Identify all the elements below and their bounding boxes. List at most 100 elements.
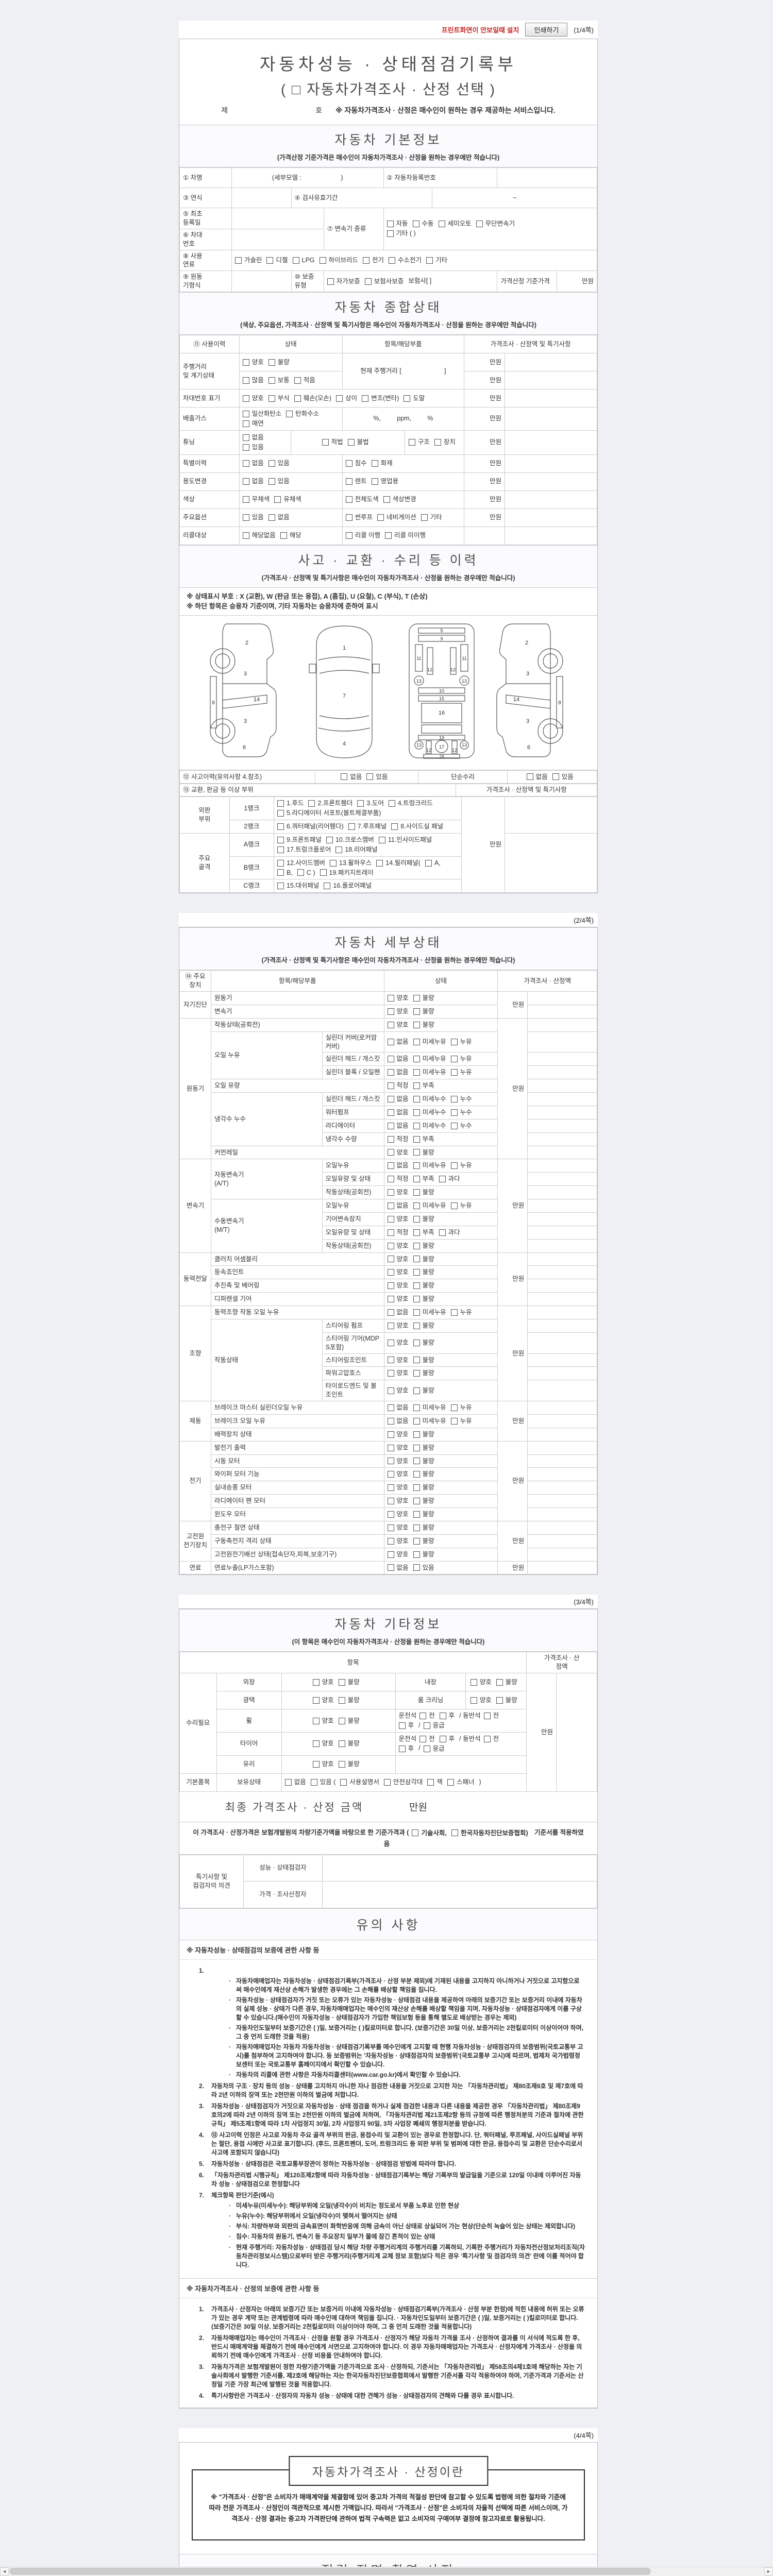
- checkbox-option[interactable]: 많음: [242, 376, 264, 385]
- price-note-cell[interactable]: [527, 1132, 597, 1146]
- price-note-cell[interactable]: [527, 1427, 597, 1442]
- scrollbar-thumb[interactable]: [9, 2568, 651, 2575]
- checkbox-option[interactable]: 불량: [413, 1281, 434, 1290]
- checkbox-icon[interactable]: [329, 859, 337, 867]
- checkbox-icon[interactable]: [387, 1056, 394, 1063]
- checkbox-option[interactable]: 안전삼각대: [383, 1778, 423, 1787]
- checkbox-option[interactable]: 보험사보증: [364, 277, 404, 286]
- checkbox-icon[interactable]: [413, 1309, 420, 1316]
- checkbox-option[interactable]: 불량: [413, 1483, 434, 1492]
- model-year-input[interactable]: [231, 188, 292, 208]
- checkbox-icon[interactable]: [363, 257, 370, 264]
- checkbox-option[interactable]: 훼손(오손): [294, 394, 331, 403]
- checkbox-option[interactable]: 자가보증: [327, 277, 360, 286]
- checkbox-icon[interactable]: [450, 1202, 458, 1209]
- checkbox-option[interactable]: 스패너: [447, 1778, 474, 1787]
- checkbox-icon[interactable]: [413, 1524, 420, 1531]
- checkbox-icon[interactable]: [413, 1202, 420, 1209]
- checkbox-icon[interactable]: [242, 496, 249, 503]
- checkbox-icon[interactable]: [398, 1722, 406, 1729]
- checkbox-icon[interactable]: [413, 1109, 420, 1116]
- checkbox-option[interactable]: 있음 (: [310, 1778, 335, 1787]
- vin-input[interactable]: [231, 228, 324, 250]
- checkbox-icon[interactable]: [387, 1162, 394, 1170]
- checkbox-icon[interactable]: [292, 257, 299, 264]
- checkbox-icon[interactable]: [439, 1229, 446, 1236]
- checkbox-option[interactable]: 리콜 미이행: [385, 531, 426, 540]
- checkbox-icon[interactable]: [362, 395, 369, 402]
- checkbox-option[interactable]: B,: [277, 869, 293, 877]
- checkbox-option[interactable]: 없음: [387, 1122, 409, 1130]
- checkbox-option[interactable]: 응급: [423, 1721, 445, 1730]
- checkbox-option[interactable]: 불량: [413, 1255, 434, 1264]
- checkbox-icon[interactable]: [319, 257, 326, 264]
- checkbox-option[interactable]: 불량: [413, 1268, 434, 1277]
- checkbox-option[interactable]: 양호: [387, 1550, 409, 1559]
- checkbox-icon[interactable]: [387, 1242, 394, 1249]
- price-note-cell[interactable]: [527, 1561, 597, 1575]
- checkbox-option[interactable]: 누수: [450, 1122, 472, 1130]
- checkbox-icon[interactable]: [312, 1717, 320, 1724]
- checkbox-icon[interactable]: [387, 1511, 394, 1518]
- checkbox-icon[interactable]: [450, 1162, 458, 1170]
- checkbox-icon[interactable]: [383, 496, 390, 503]
- checkbox-icon[interactable]: [408, 439, 415, 446]
- checkbox-icon[interactable]: [387, 1122, 394, 1129]
- checkbox-option[interactable]: 양호: [387, 1148, 409, 1157]
- checkbox-option[interactable]: 일산화탄소: [242, 410, 281, 418]
- checkbox-option[interactable]: 적정: [387, 1175, 409, 1183]
- checkbox-option[interactable]: 양호: [387, 1537, 409, 1546]
- checkbox-option[interactable]: 양호: [387, 1386, 409, 1395]
- checkbox-icon[interactable]: [242, 532, 249, 539]
- checkbox-option[interactable]: 변조(변타): [362, 394, 399, 403]
- checkbox-icon[interactable]: [387, 1387, 394, 1394]
- checkbox-icon[interactable]: [385, 532, 392, 539]
- checkbox-option[interactable]: 잭: [427, 1778, 443, 1787]
- checkbox-icon[interactable]: [387, 1229, 394, 1236]
- checkbox-option[interactable]: LPG: [292, 256, 315, 265]
- checkbox-option[interactable]: 양호: [312, 1696, 334, 1705]
- price-note-cell[interactable]: [505, 430, 597, 455]
- checkbox-icon[interactable]: [404, 395, 411, 402]
- checkbox-option[interactable]: 양호: [242, 358, 264, 367]
- checkbox-option[interactable]: 매연: [242, 419, 264, 428]
- checkbox-option[interactable]: 부식: [268, 394, 290, 403]
- checkbox-option[interactable]: 없음: [242, 433, 288, 442]
- checkbox-option[interactable]: 11.인사이드패널: [378, 836, 432, 844]
- checkbox-option[interactable]: 네비게이션: [377, 513, 416, 522]
- checkbox-option[interactable]: 양호: [242, 394, 264, 403]
- checkbox-icon[interactable]: [421, 514, 428, 521]
- price-note-cell[interactable]: [527, 1547, 597, 1562]
- checkbox-option[interactable]: 8.사이드실 패널: [391, 822, 443, 831]
- checkbox-icon[interactable]: [412, 221, 419, 228]
- checkbox-option[interactable]: 불량: [338, 1696, 360, 1705]
- checkbox-icon[interactable]: [268, 377, 275, 384]
- checkbox-option[interactable]: 불량: [413, 1369, 434, 1378]
- checkbox-icon[interactable]: [336, 395, 343, 402]
- price-note-cell[interactable]: [527, 1212, 597, 1226]
- checkbox-icon[interactable]: [387, 1524, 394, 1531]
- checkbox-icon[interactable]: [268, 460, 275, 467]
- checkbox-icon[interactable]: [413, 1498, 420, 1505]
- checkbox-option[interactable]: 과다: [439, 1175, 460, 1183]
- checkbox-icon[interactable]: [413, 1564, 420, 1571]
- checkbox-option[interactable]: 가솔린: [234, 256, 262, 265]
- checkbox-icon[interactable]: [335, 846, 343, 853]
- checkbox-option[interactable]: 6.쿼터패널(리어휀다): [277, 822, 344, 831]
- checkbox-icon[interactable]: [277, 836, 284, 843]
- checkbox-icon[interactable]: [345, 496, 352, 503]
- checkbox-option[interactable]: 12.사이드멤버: [277, 859, 325, 868]
- price-note-cell[interactable]: [505, 508, 597, 527]
- checkbox-icon[interactable]: [413, 1458, 420, 1465]
- checkbox-option[interactable]: 불량: [413, 1550, 434, 1559]
- checkbox-option[interactable]: 부족: [413, 1081, 434, 1090]
- checkbox-option[interactable]: 양호: [312, 1678, 334, 1687]
- price-note-cell[interactable]: [527, 1481, 597, 1495]
- checkbox-icon[interactable]: [387, 1564, 394, 1571]
- checkbox-option[interactable]: 없음: [387, 1201, 409, 1210]
- checkbox-option[interactable]: 세미오토: [438, 219, 472, 228]
- checkbox-option[interactable]: 디젤: [266, 256, 288, 265]
- checkbox-icon[interactable]: [387, 1021, 394, 1028]
- checkbox-option[interactable]: 불량: [413, 1457, 434, 1466]
- price-note-cell[interactable]: [505, 472, 597, 491]
